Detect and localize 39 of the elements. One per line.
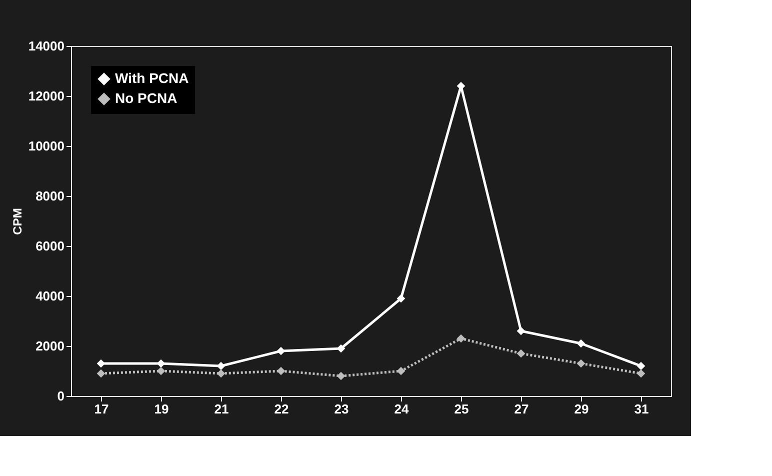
x-tick-label: 21 [214,402,229,416]
point [576,359,586,368]
x-tick-label: 19 [154,402,169,416]
point [396,366,406,376]
legend-label: With PCNA [115,70,189,86]
point [576,339,586,348]
point [516,349,526,358]
y-tick-label: 10000 [28,138,64,154]
y-tick-label: 4000 [36,288,64,304]
point [216,369,226,378]
point [336,344,346,353]
x-tick-label: 17 [94,402,109,416]
y-axis-title: CPM [10,208,24,235]
x-tick-label: 31 [634,402,649,416]
y-tick-label: 0 [57,388,64,404]
point [96,369,106,378]
point [216,362,226,370]
y-tick-label: 2000 [36,338,64,354]
x-tick-label: 27 [514,402,529,416]
point [516,326,526,336]
point [636,362,646,370]
y-tick-label: 14000 [28,38,64,54]
x-tick-label: 22 [274,402,289,416]
y-tick-label: 12000 [28,88,64,104]
x-tick-label: 23 [334,402,349,416]
point [156,366,166,376]
point [396,294,406,303]
point [336,372,346,380]
y-tick-label: 6000 [36,238,64,254]
x-tick-label: 24 [394,402,410,416]
legend-label: No PCNA [115,90,178,106]
point [276,346,286,356]
x-tick-label: 29 [574,402,589,416]
point [156,359,166,368]
point [456,334,466,343]
point [276,366,286,376]
x-tick-label: 25 [454,402,469,416]
point [636,369,646,378]
y-tick-label: 8000 [36,188,64,204]
